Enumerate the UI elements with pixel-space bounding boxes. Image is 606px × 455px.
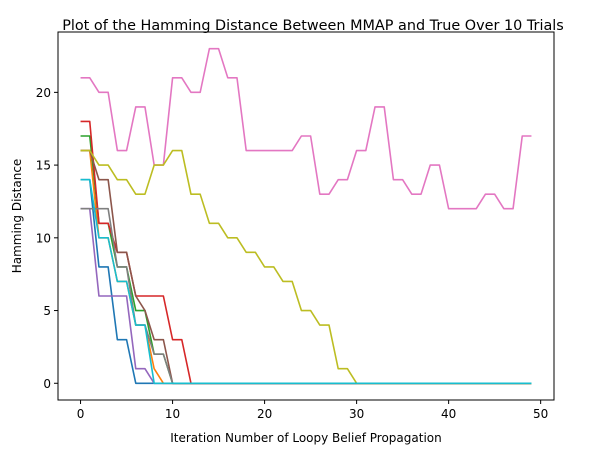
y-tick-label: 10 xyxy=(36,231,51,245)
y-axis-label: Hamming Distance xyxy=(10,159,24,274)
chart-title: Plot of the Hamming Distance Between MMA… xyxy=(62,18,564,34)
x-axis-ticks: 0 10 20 30 40 50 xyxy=(77,400,548,421)
plot-frame xyxy=(57,31,555,401)
y-tick-label: 0 xyxy=(43,377,51,391)
x-tick-label: 20 xyxy=(257,407,272,421)
y-tick-label: 5 xyxy=(43,304,51,318)
x-axis-label: Iteration Number of Loopy Belief Propaga… xyxy=(170,431,441,445)
series-line-1 xyxy=(80,178,532,385)
series-line-10 xyxy=(80,178,532,385)
y-tick-label: 15 xyxy=(36,159,51,173)
x-tick-label: 10 xyxy=(165,407,180,421)
x-tick-label: 0 xyxy=(77,407,85,421)
plot-lines xyxy=(80,47,532,385)
y-axis-ticks: 0 5 10 15 20 xyxy=(36,86,58,391)
x-tick-label: 50 xyxy=(533,407,548,421)
y-tick-label: 20 xyxy=(36,86,51,100)
x-tick-label: 40 xyxy=(441,407,456,421)
x-tick-label: 30 xyxy=(349,407,364,421)
